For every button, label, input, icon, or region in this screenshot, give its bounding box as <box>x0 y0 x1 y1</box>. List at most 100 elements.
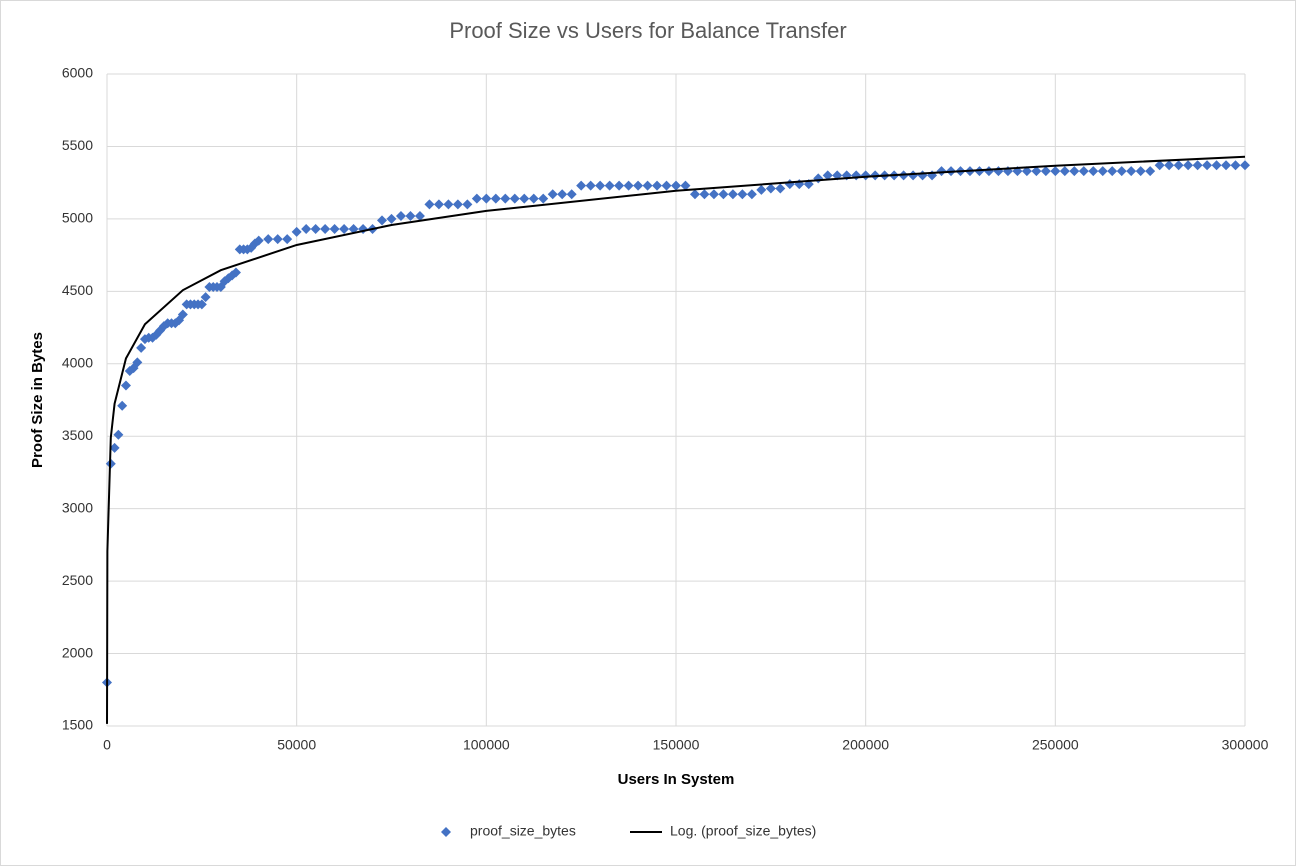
data-point <box>566 189 577 200</box>
data-point <box>424 199 435 210</box>
data-point <box>120 380 131 391</box>
data-point <box>1173 160 1184 171</box>
data-point <box>623 180 634 191</box>
data-point <box>509 193 520 204</box>
data-point <box>263 234 274 245</box>
data-point <box>339 224 350 235</box>
data-point <box>1145 166 1156 177</box>
data-point <box>471 193 482 204</box>
x-tick-label: 250000 <box>1032 737 1079 753</box>
y-tick-label: 1500 <box>62 717 93 733</box>
data-point <box>301 224 312 235</box>
data-point <box>557 189 568 200</box>
x-tick-label: 150000 <box>653 737 700 753</box>
data-point <box>1154 160 1165 171</box>
data-point <box>1050 166 1061 177</box>
data-point <box>329 224 340 235</box>
data-point <box>519 193 530 204</box>
data-point <box>633 180 644 191</box>
data-point <box>320 224 331 235</box>
data-point <box>117 400 128 411</box>
data-point <box>1126 166 1137 177</box>
data-point <box>585 180 596 191</box>
data-point <box>756 184 767 195</box>
y-tick-label: 3500 <box>62 427 93 443</box>
x-tick-label: 50000 <box>277 737 316 753</box>
x-tick-label: 0 <box>103 737 111 753</box>
x-axis-title: Users In System <box>618 771 735 788</box>
data-point <box>765 183 776 194</box>
data-point <box>1135 166 1146 177</box>
data-point <box>452 199 463 210</box>
data-point <box>462 199 473 210</box>
data-point <box>1230 160 1241 171</box>
data-point <box>1040 166 1051 177</box>
trend-line <box>106 155 1246 724</box>
data-point <box>272 234 283 245</box>
data-point <box>1116 166 1127 177</box>
data-point <box>1078 166 1089 177</box>
data-point <box>377 215 388 226</box>
data-point <box>253 235 264 246</box>
legend-marker <box>441 827 451 837</box>
data-point <box>1183 160 1194 171</box>
y-tick-label: 4500 <box>62 282 93 298</box>
data-point <box>386 213 397 224</box>
y-tick-label: 2000 <box>62 644 93 660</box>
data-point <box>576 180 587 191</box>
data-point <box>699 189 710 200</box>
data-point <box>718 189 729 200</box>
data-point <box>1031 166 1042 177</box>
data-point <box>490 193 501 204</box>
y-tick-label: 3000 <box>62 499 93 515</box>
data-point <box>689 189 700 200</box>
data-point <box>708 189 719 200</box>
data-point <box>1240 160 1250 171</box>
data-point <box>405 210 416 221</box>
data-point <box>1202 160 1213 171</box>
data-point <box>481 193 492 204</box>
data-point <box>538 193 549 204</box>
data-point <box>860 170 871 181</box>
data-point <box>196 299 207 310</box>
y-tick-label: 5000 <box>62 210 93 226</box>
data-point <box>661 180 672 191</box>
data-point <box>822 170 833 181</box>
data-point <box>1164 160 1175 171</box>
data-point <box>132 357 143 368</box>
data-point <box>433 199 444 210</box>
data-point <box>652 180 663 191</box>
data-point <box>936 166 947 177</box>
data-point <box>775 183 786 194</box>
data-point <box>1021 166 1032 177</box>
data-point <box>1211 160 1222 171</box>
data-point <box>136 342 147 353</box>
data-point <box>282 234 293 245</box>
data-point <box>1221 160 1232 171</box>
legend-label: proof_size_bytes <box>470 823 576 839</box>
data-point <box>177 309 188 320</box>
data-point <box>614 180 625 191</box>
data-point <box>109 442 120 453</box>
data-point <box>1069 166 1080 177</box>
data-point <box>1107 166 1118 177</box>
y-tick-label: 2500 <box>62 572 93 588</box>
data-point <box>680 180 691 191</box>
y-tick-label: 6000 <box>62 65 93 81</box>
data-point <box>1097 166 1108 177</box>
x-tick-label: 300000 <box>1222 737 1269 753</box>
data-point <box>200 292 211 303</box>
data-point <box>642 180 653 191</box>
data-point <box>604 180 615 191</box>
data-point <box>291 226 302 237</box>
data-point <box>395 210 406 221</box>
data-point <box>310 224 321 235</box>
data-point <box>414 210 425 221</box>
legend-label: Log. (proof_size_bytes) <box>670 823 816 839</box>
data-point <box>727 189 738 200</box>
data-point <box>1059 166 1070 177</box>
data-point <box>547 189 558 200</box>
x-tick-label: 200000 <box>842 737 889 753</box>
